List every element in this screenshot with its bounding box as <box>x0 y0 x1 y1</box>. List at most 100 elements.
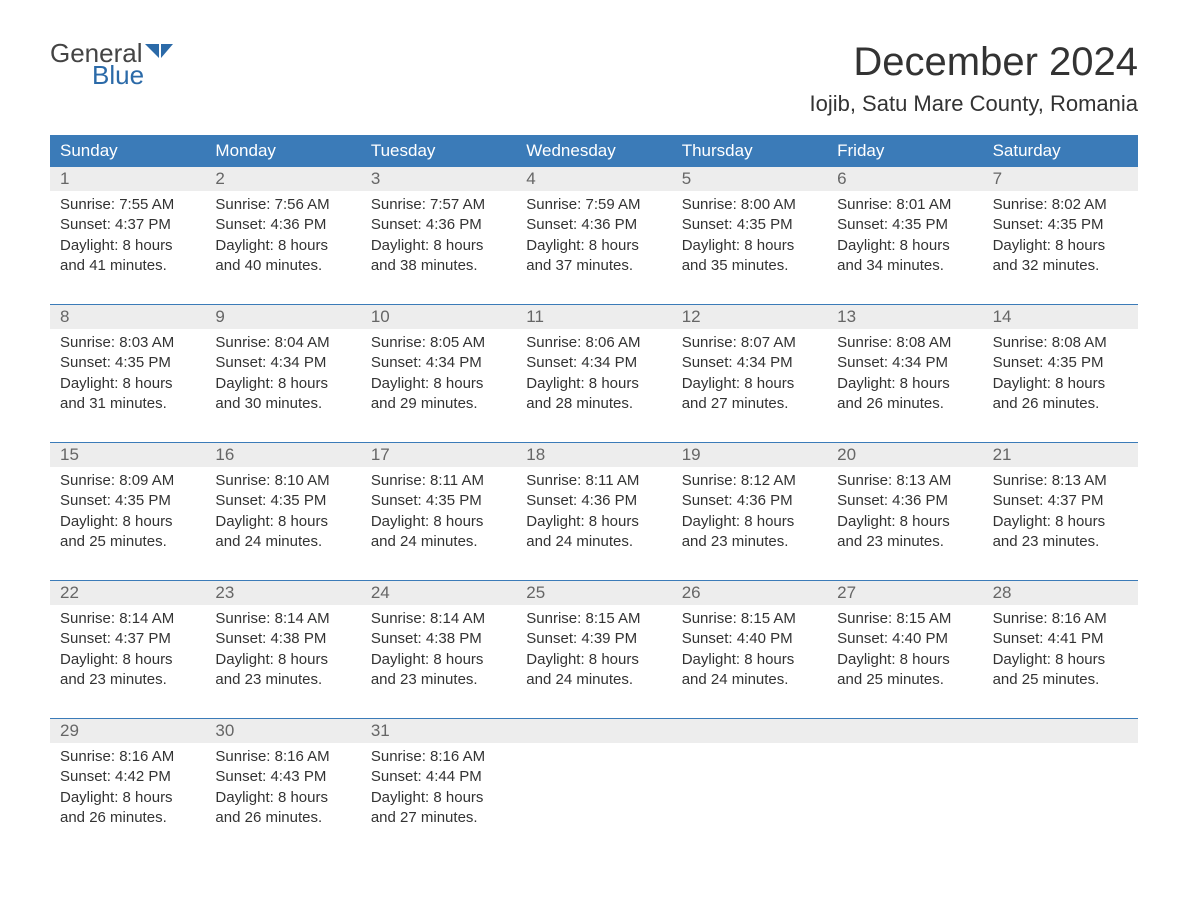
page-title: December 2024 <box>809 40 1138 85</box>
day-number: 20 <box>827 443 982 467</box>
sunset-text: Sunset: 4:38 PM <box>215 629 350 649</box>
day-number-row: 891011121314 <box>50 305 1138 329</box>
week-row: 15161718192021Sunrise: 8:09 AMSunset: 4:… <box>50 442 1138 562</box>
logo-flag-icon <box>145 40 173 66</box>
day-number: 15 <box>50 443 205 467</box>
week-spacer <box>50 700 1138 718</box>
day-cell: Sunrise: 8:05 AMSunset: 4:34 PMDaylight:… <box>361 329 516 424</box>
sunset-text: Sunset: 4:37 PM <box>60 629 195 649</box>
day-number: 22 <box>50 581 205 605</box>
location-text: Iojib, Satu Mare County, Romania <box>809 91 1138 117</box>
day-number-row: 293031 <box>50 719 1138 743</box>
day-content-row: Sunrise: 8:09 AMSunset: 4:35 PM Daylight:… <box>50 467 1138 562</box>
day-number <box>983 719 1138 743</box>
sunrise-text: Sunrise: 8:00 AM <box>682 195 817 215</box>
day-header-tuesday: Tuesday <box>361 135 516 167</box>
day-cell: Sunrise: 8:04 AMSunset: 4:34 PMDaylight:… <box>205 329 360 424</box>
sunset-text: Sunset: 4:35 PM <box>60 353 195 373</box>
day-cell: Sunrise: 7:55 AMSunset: 4:37 PMDaylight:… <box>50 191 205 286</box>
sunrise-text: Sunrise: 8:16 AM <box>371 747 506 767</box>
day-header-saturday: Saturday <box>983 135 1138 167</box>
day-number: 1 <box>50 167 205 191</box>
sunrise-text: Sunrise: 8:16 AM <box>215 747 350 767</box>
day-number: 3 <box>361 167 516 191</box>
daylight-text-2: and 25 minutes. <box>993 670 1128 690</box>
daylight-text-2: and 23 minutes. <box>682 532 817 552</box>
week-row: 22232425262728Sunrise: 8:14 AMSunset: 4:… <box>50 580 1138 700</box>
day-content-row: Sunrise: 8:14 AMSunset: 4:37 PMDaylight:… <box>50 605 1138 700</box>
day-cell: Sunrise: 8:00 AMSunset: 4:35 PMDaylight:… <box>672 191 827 286</box>
sunrise-text: Sunrise: 8:14 AM <box>371 609 506 629</box>
day-cell: Sunrise: 8:11 AMSunset: 4:35 PMDaylight:… <box>361 467 516 562</box>
day-cell: Sunrise: 7:56 AMSunset: 4:36 PMDaylight:… <box>205 191 360 286</box>
sunrise-text: Sunrise: 8:07 AM <box>682 333 817 353</box>
sunrise-text: Sunrise: 8:11 AM <box>371 471 506 491</box>
daylight-text-2: and 37 minutes. <box>526 256 661 276</box>
daylight-text-2: and 31 minutes. <box>60 394 195 414</box>
daylight-text-2: and 41 minutes. <box>60 256 195 276</box>
daylight-text-2: and 25 minutes. <box>837 670 972 690</box>
daylight-text-2: and 27 minutes. <box>371 808 506 828</box>
daylight-text-2: and 24 minutes. <box>526 670 661 690</box>
sunset-text: Sunset: 4:36 PM <box>526 491 661 511</box>
daylight-text-1: Daylight: 8 hours <box>682 650 817 670</box>
sunrise-text: Sunrise: 8:10 AM <box>215 471 350 491</box>
day-headers-row: Sunday Monday Tuesday Wednesday Thursday… <box>50 135 1138 167</box>
day-cell: Sunrise: 8:08 AMSunset: 4:34 PMDaylight:… <box>827 329 982 424</box>
title-area: December 2024 Iojib, Satu Mare County, R… <box>809 40 1138 117</box>
day-cell: Sunrise: 8:01 AMSunset: 4:35 PMDaylight:… <box>827 191 982 286</box>
sunrise-text: Sunrise: 8:08 AM <box>837 333 972 353</box>
day-cell: Sunrise: 8:15 AMSunset: 4:40 PMDaylight:… <box>827 605 982 700</box>
day-number: 8 <box>50 305 205 329</box>
day-cell: Sunrise: 8:13 AMSunset: 4:36 PMDaylight:… <box>827 467 982 562</box>
sunrise-text: Sunrise: 8:02 AM <box>993 195 1128 215</box>
sunset-text: Sunset: 4:35 PM <box>993 215 1128 235</box>
daylight-text-1: Daylight: 8 hours <box>215 788 350 808</box>
day-number: 26 <box>672 581 827 605</box>
day-number: 4 <box>516 167 671 191</box>
sunset-text: Sunset: 4:40 PM <box>837 629 972 649</box>
day-cell: Sunrise: 8:12 AMSunset: 4:36 PMDaylight:… <box>672 467 827 562</box>
sunset-text: Sunset: 4:37 PM <box>993 491 1128 511</box>
day-cell: Sunrise: 7:57 AMSunset: 4:36 PMDaylight:… <box>361 191 516 286</box>
day-number: 25 <box>516 581 671 605</box>
day-cell: Sunrise: 8:15 AMSunset: 4:40 PMDaylight:… <box>672 605 827 700</box>
daylight-text-2: and 30 minutes. <box>215 394 350 414</box>
day-number <box>516 719 671 743</box>
day-number: 9 <box>205 305 360 329</box>
sunset-text: Sunset: 4:34 PM <box>371 353 506 373</box>
daylight-text-1: Daylight: 8 hours <box>371 374 506 394</box>
day-cell: Sunrise: 8:07 AMSunset: 4:34 PMDaylight:… <box>672 329 827 424</box>
day-number-row: 22232425262728 <box>50 581 1138 605</box>
day-number: 10 <box>361 305 516 329</box>
daylight-text-2: and 23 minutes. <box>371 670 506 690</box>
daylight-text-1: Daylight: 8 hours <box>371 236 506 256</box>
sunrise-text: Sunrise: 8:09 AM <box>60 471 195 491</box>
day-number: 17 <box>361 443 516 467</box>
daylight-text-1: Daylight: 8 hours <box>837 512 972 532</box>
sunset-text: Sunset: 4:36 PM <box>682 491 817 511</box>
sunrise-text: Sunrise: 7:59 AM <box>526 195 661 215</box>
daylight-text-2: and 35 minutes. <box>682 256 817 276</box>
daylight-text-2: and 23 minutes. <box>60 670 195 690</box>
day-header-thursday: Thursday <box>672 135 827 167</box>
sunrise-text: Sunrise: 8:15 AM <box>682 609 817 629</box>
day-cell <box>827 743 982 838</box>
daylight-text-1: Daylight: 8 hours <box>371 512 506 532</box>
day-header-monday: Monday <box>205 135 360 167</box>
sunrise-text: Sunrise: 8:05 AM <box>371 333 506 353</box>
daylight-text-1: Daylight: 8 hours <box>837 650 972 670</box>
sunrise-text: Sunrise: 8:14 AM <box>60 609 195 629</box>
daylight-text-1: Daylight: 8 hours <box>682 512 817 532</box>
sunset-text: Sunset: 4:40 PM <box>682 629 817 649</box>
sunset-text: Sunset: 4:35 PM <box>837 215 972 235</box>
sunset-text: Sunset: 4:42 PM <box>60 767 195 787</box>
sunset-text: Sunset: 4:35 PM <box>60 491 195 511</box>
sunrise-text: Sunrise: 8:08 AM <box>993 333 1128 353</box>
daylight-text-1: Daylight: 8 hours <box>993 650 1128 670</box>
daylight-text-1: Daylight: 8 hours <box>526 374 661 394</box>
sunset-text: Sunset: 4:34 PM <box>682 353 817 373</box>
daylight-text-1: Daylight: 8 hours <box>60 650 195 670</box>
day-number <box>672 719 827 743</box>
day-number-row: 15161718192021 <box>50 443 1138 467</box>
